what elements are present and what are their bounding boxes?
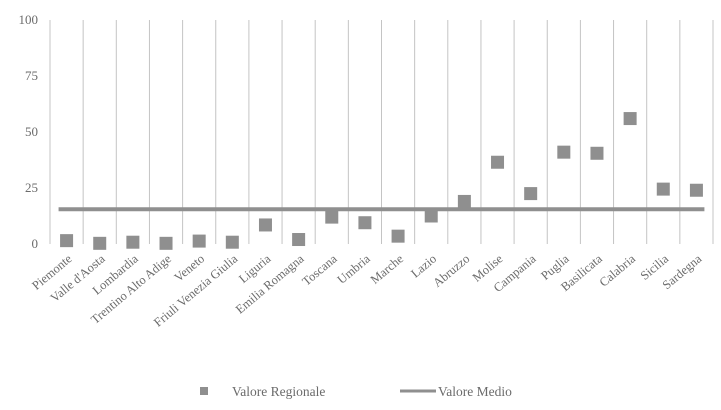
data-point (491, 155, 505, 169)
data-point (159, 236, 173, 250)
data-point (358, 216, 372, 230)
data-point (457, 194, 471, 208)
data-point (524, 187, 538, 201)
x-tick-label: Marche (368, 251, 407, 287)
data-point (391, 229, 405, 243)
y-axis: 0 25 50 75 100 (19, 12, 39, 251)
x-tick-label: Toscana (299, 251, 340, 288)
data-point (424, 209, 438, 223)
legend-marker-regionale (200, 387, 208, 395)
legend: Valore Regionale Valore Medio (200, 384, 512, 399)
data-point (225, 235, 239, 249)
data-point (192, 234, 206, 248)
data-point (590, 146, 604, 160)
data-point (60, 234, 74, 248)
x-tick-label: Calabria (597, 251, 639, 289)
y-tick-label: 75 (25, 68, 38, 83)
data-point (623, 112, 637, 126)
y-tick-label: 100 (19, 12, 39, 27)
points-group (60, 112, 703, 250)
data-point (258, 218, 272, 232)
y-tick-label: 50 (25, 124, 38, 139)
legend-label-regionale: Valore Regionale (232, 384, 325, 399)
x-tick-label: Umbria (335, 251, 374, 287)
data-point (93, 236, 107, 250)
data-point (689, 183, 703, 197)
y-tick-label: 0 (32, 236, 39, 251)
x-tick-label: Abruzzo (430, 252, 472, 290)
legend-label-medio: Valore Medio (438, 384, 512, 399)
data-point (126, 235, 140, 249)
grid (49, 20, 714, 244)
y-tick-label: 25 (25, 180, 38, 195)
data-point (656, 182, 670, 196)
data-point (557, 145, 571, 159)
data-point (325, 210, 339, 224)
data-point (292, 233, 306, 247)
